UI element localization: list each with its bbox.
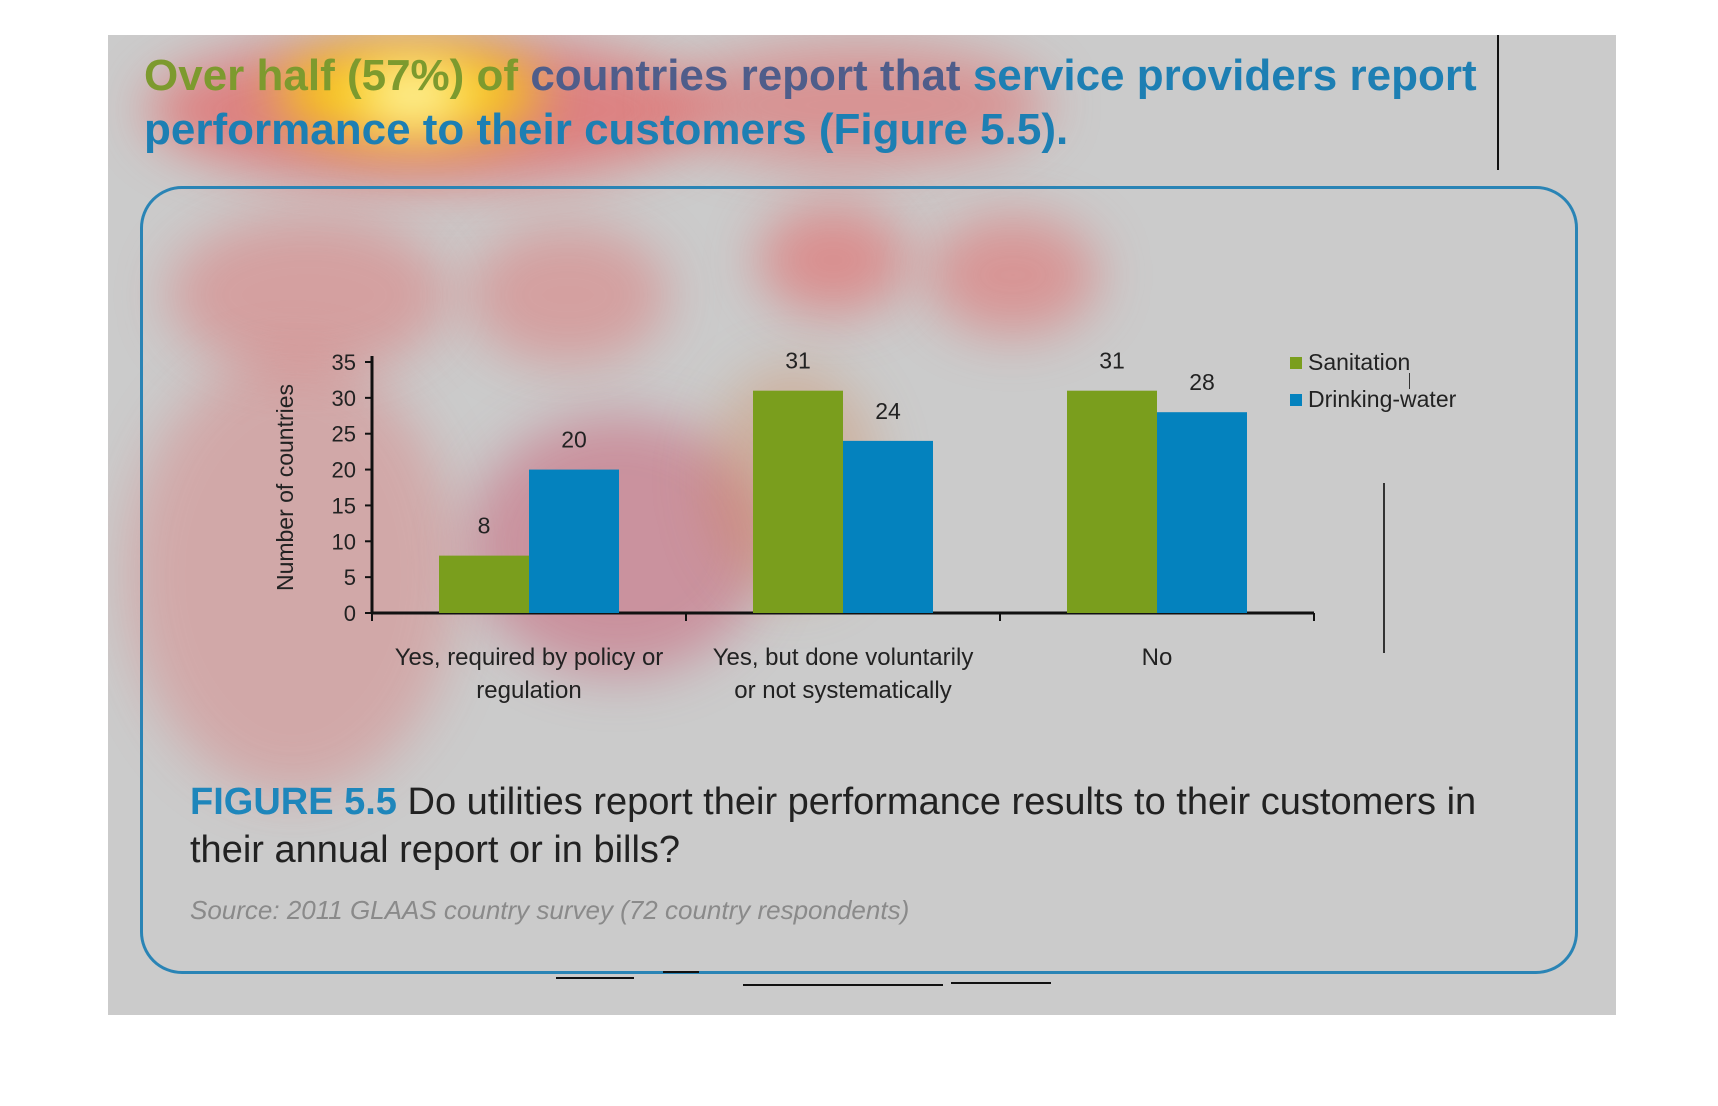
data-label: 8 xyxy=(478,513,491,539)
data-label: 20 xyxy=(561,427,587,453)
y-tick-label: 15 xyxy=(332,493,356,518)
data-label: 31 xyxy=(1099,348,1125,374)
divider-line xyxy=(556,977,634,979)
legend-swatch xyxy=(1290,357,1302,369)
x-tick-label: No xyxy=(1142,644,1173,671)
bar-sanitation xyxy=(1067,390,1157,613)
figure-label: FIGURE 5.5 xyxy=(190,781,397,823)
data-label: 24 xyxy=(875,398,901,424)
bar-sanitation xyxy=(439,555,529,613)
x-tick-label: or not systematically xyxy=(734,677,951,704)
bar-drinking-water xyxy=(1157,412,1247,613)
divider-line xyxy=(1383,483,1385,653)
y-tick-label: 0 xyxy=(344,601,356,626)
x-tick-label: Yes, required by policy or xyxy=(395,644,664,671)
x-tick-label: regulation xyxy=(476,677,581,704)
divider-line xyxy=(743,984,943,986)
y-tick-label: 5 xyxy=(344,565,356,590)
y-tick-label: 35 xyxy=(332,350,356,375)
figure-source: Source: 2011 GLAAS country survey (72 co… xyxy=(190,895,910,925)
bar-drinking-water xyxy=(529,469,619,613)
divider-line xyxy=(663,971,699,973)
bar-drinking-water xyxy=(843,440,933,613)
slide: Over half (57%) of countries report that… xyxy=(108,35,1616,1015)
legend-swatch xyxy=(1290,394,1302,406)
y-tick-label: 25 xyxy=(332,422,356,447)
text-cursor-line xyxy=(1497,35,1499,170)
y-tick-label: 20 xyxy=(332,458,356,483)
data-label: 28 xyxy=(1189,369,1215,395)
divider-tick xyxy=(1409,373,1410,389)
x-tick-label: Yes, but done voluntarily xyxy=(713,644,974,671)
y-tick-label: 10 xyxy=(332,529,356,554)
y-tick-label: 30 xyxy=(332,386,356,411)
legend-label: Drinking-water xyxy=(1308,386,1457,412)
y-axis-title: Number of countries xyxy=(272,384,298,591)
bar-sanitation xyxy=(753,390,843,613)
figure-card xyxy=(140,186,1578,974)
divider-line xyxy=(951,982,1051,984)
figure-caption-text: Do utilities report their performance re… xyxy=(190,781,1477,871)
data-label: 31 xyxy=(785,348,811,374)
bar-chart: 0 5 10 15 20 25 30 35 Number of countries 8 20 Yes,… xyxy=(272,348,1457,704)
legend-label: Sanitation xyxy=(1308,349,1410,375)
figure-caption: FIGURE 5.5 Do utilities report their per… xyxy=(190,778,1550,874)
